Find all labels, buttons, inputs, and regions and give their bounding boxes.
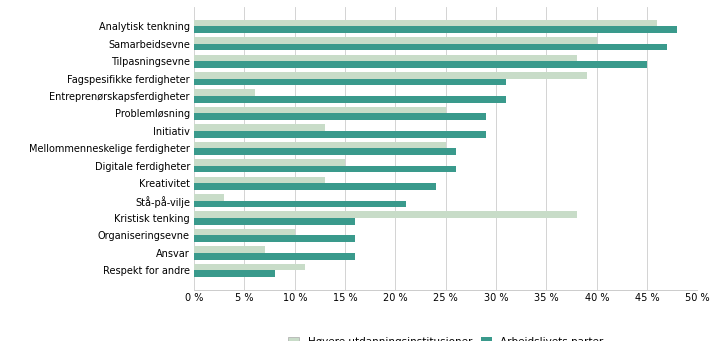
- Bar: [194, 44, 667, 50]
- Bar: [194, 264, 305, 270]
- Bar: [194, 177, 325, 183]
- Bar: [194, 218, 355, 225]
- Bar: [194, 142, 446, 148]
- Bar: [194, 159, 345, 166]
- Bar: [194, 166, 456, 173]
- Bar: [194, 124, 325, 131]
- Bar: [194, 148, 456, 155]
- Bar: [194, 37, 597, 44]
- Bar: [194, 131, 486, 137]
- Legend: Høyere utdanningsinstitusjoner, Arbeidslivets parter: Høyere utdanningsinstitusjoner, Arbeidsl…: [288, 337, 603, 341]
- Bar: [194, 26, 677, 33]
- Bar: [194, 55, 577, 61]
- Bar: [194, 253, 355, 260]
- Bar: [194, 79, 506, 85]
- Bar: [194, 20, 657, 26]
- Bar: [194, 107, 446, 114]
- Bar: [194, 270, 275, 277]
- Bar: [194, 201, 406, 207]
- Bar: [194, 61, 647, 68]
- Bar: [194, 89, 255, 96]
- Bar: [194, 229, 295, 236]
- Bar: [194, 194, 224, 201]
- Bar: [194, 236, 355, 242]
- Bar: [194, 183, 436, 190]
- Bar: [194, 72, 587, 79]
- Bar: [194, 246, 265, 253]
- Bar: [194, 96, 506, 103]
- Bar: [194, 114, 486, 120]
- Bar: [194, 211, 577, 218]
